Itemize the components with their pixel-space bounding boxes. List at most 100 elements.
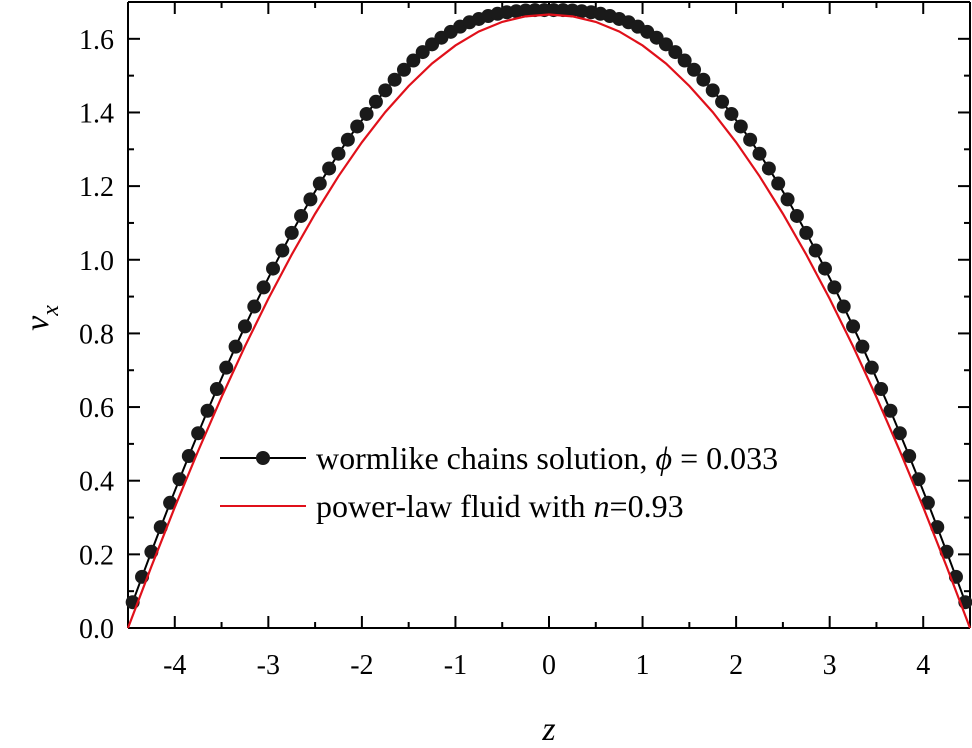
x-tick-label: 3 <box>823 650 837 681</box>
series-wormlike-point <box>368 94 383 109</box>
series-wormlike-point <box>817 261 832 276</box>
series-wormlike-point <box>415 45 430 60</box>
series-wormlike-point <box>359 106 374 121</box>
y-tick-label: 0.8 <box>79 319 114 350</box>
plot-frame <box>127 1 971 629</box>
series-wormlike-point <box>808 243 823 258</box>
x-tick-label: 1 <box>636 650 650 681</box>
y-tick-label: 0.6 <box>79 393 114 424</box>
legend-label-powerlaw-prefix: power-law fluid with <box>316 488 594 524</box>
series-wormlike-point <box>331 146 346 161</box>
series-wormlike-point <box>827 280 842 295</box>
series-wormlike-point <box>275 243 290 258</box>
series-wormlike-point <box>668 45 683 60</box>
series-wormlike-point <box>247 299 262 314</box>
y-tick-label: 1.6 <box>79 25 114 56</box>
x-tick-label: 2 <box>729 650 743 681</box>
series-wormlike-point <box>303 192 318 207</box>
legend-label-wormlike-prefix: wormlike chains solution, <box>316 440 656 476</box>
x-tick-label: -4 <box>163 650 186 681</box>
x-tick-label: 0 <box>542 650 556 681</box>
series-wormlike-point <box>911 472 926 487</box>
legend-entry-powerlaw: power-law fluid with n=0.93 <box>220 488 684 524</box>
x-tick-label: -3 <box>257 650 280 681</box>
series-wormlike-point <box>920 495 935 510</box>
series-wormlike-point <box>902 449 917 464</box>
series-wormlike-point <box>724 106 739 121</box>
series-wormlike-point <box>350 119 365 134</box>
legend-label-wormlike-symbol: ϕ <box>656 440 673 476</box>
legend-label-wormlike: wormlike chains solution, ϕ = 0.033 <box>316 440 778 476</box>
x-tick-label: -2 <box>350 650 373 681</box>
y-axis-title-main: v <box>19 315 56 331</box>
series-wormlike-point <box>752 146 767 161</box>
y-tick-label: 1.4 <box>79 98 114 129</box>
series-wormlike-point <box>294 208 309 223</box>
series-wormlike-point <box>396 62 411 77</box>
series-wormlike-point <box>172 472 187 487</box>
series-wormlike-point <box>153 520 168 535</box>
series-wormlike-point <box>284 225 299 240</box>
series-wormlike-point <box>780 192 795 207</box>
legend-label-powerlaw-symbol: n <box>594 488 610 524</box>
series-wormlike-point <box>200 403 215 418</box>
legend-label-powerlaw: power-law fluid with n=0.93 <box>316 488 684 524</box>
series-wormlike-point <box>733 119 748 134</box>
y-tick-label: 0.0 <box>79 614 114 645</box>
series-wormlike-point <box>696 72 711 87</box>
x-tick-label: 4 <box>916 650 930 681</box>
x-axis-title: z <box>541 711 555 748</box>
series-wormlike-point <box>761 161 776 176</box>
series-wormlike-point <box>715 94 730 109</box>
legend-label-powerlaw-suffix: =0.93 <box>610 488 684 524</box>
series-layer <box>125 3 972 629</box>
y-tick-label: 0.4 <box>79 467 114 498</box>
y-axis-title-subscript: x <box>38 305 64 317</box>
series-wormlike-point <box>312 176 327 191</box>
series-wormlike-point <box>228 339 243 354</box>
series-wormlike-point <box>163 495 178 510</box>
x-ticks: -4 -3 -2 -1 0 1 2 3 4 <box>127 2 971 681</box>
legend: wormlike chains solution, ϕ = 0.033 powe… <box>220 440 778 524</box>
series-wormlike-point <box>387 72 402 87</box>
series-wormlike-point <box>677 53 692 68</box>
series-wormlike-point <box>209 382 224 397</box>
series-wormlike-point <box>846 319 861 334</box>
y-tick-label: 0.2 <box>79 540 114 571</box>
series-wormlike-point <box>789 208 804 223</box>
series-wormlike-point <box>181 449 196 464</box>
y-ticks: 0.0 0.2 0.4 0.6 0.8 1.0 1.2 1.4 1.6 <box>79 0 970 645</box>
series-wormlike-point <box>874 382 889 397</box>
series-wormlike-point <box>892 426 907 441</box>
series-wormlike-point <box>743 132 758 147</box>
series-wormlike-point <box>883 403 898 418</box>
series-wormlike-point <box>378 83 393 98</box>
y-axis-title: vx <box>19 305 64 331</box>
series-wormlike-point <box>658 37 673 52</box>
series-wormlike-point <box>687 62 702 77</box>
series-powerlaw-line <box>126 13 972 629</box>
series-wormlike-point <box>191 426 206 441</box>
series-wormlike-point <box>855 339 870 354</box>
series-wormlike-point <box>237 319 252 334</box>
series-wormlike-point <box>930 520 945 535</box>
series-wormlike-point <box>219 360 234 375</box>
y-tick-label: 1.0 <box>79 246 114 277</box>
series-wormlike-point <box>836 299 851 314</box>
legend-label-wormlike-suffix: = 0.033 <box>672 440 778 476</box>
series-wormlike-point <box>864 360 879 375</box>
series-wormlike-point <box>340 132 355 147</box>
legend-entry-wormlike: wormlike chains solution, ϕ = 0.033 <box>220 440 778 476</box>
svg-text:vx: vx <box>19 305 64 331</box>
series-wormlike-point <box>799 225 814 240</box>
x-tick-label: -1 <box>444 650 467 681</box>
series-wormlike-point <box>322 161 337 176</box>
series-wormlike-point <box>705 83 720 98</box>
y-tick-label: 1.2 <box>79 172 114 203</box>
legend-marker-wormlike <box>256 451 270 465</box>
series-wormlike-point <box>406 53 421 68</box>
series-wormlike-point <box>771 176 786 191</box>
series-wormlike-point <box>266 261 281 276</box>
series-wormlike-point <box>256 280 271 295</box>
